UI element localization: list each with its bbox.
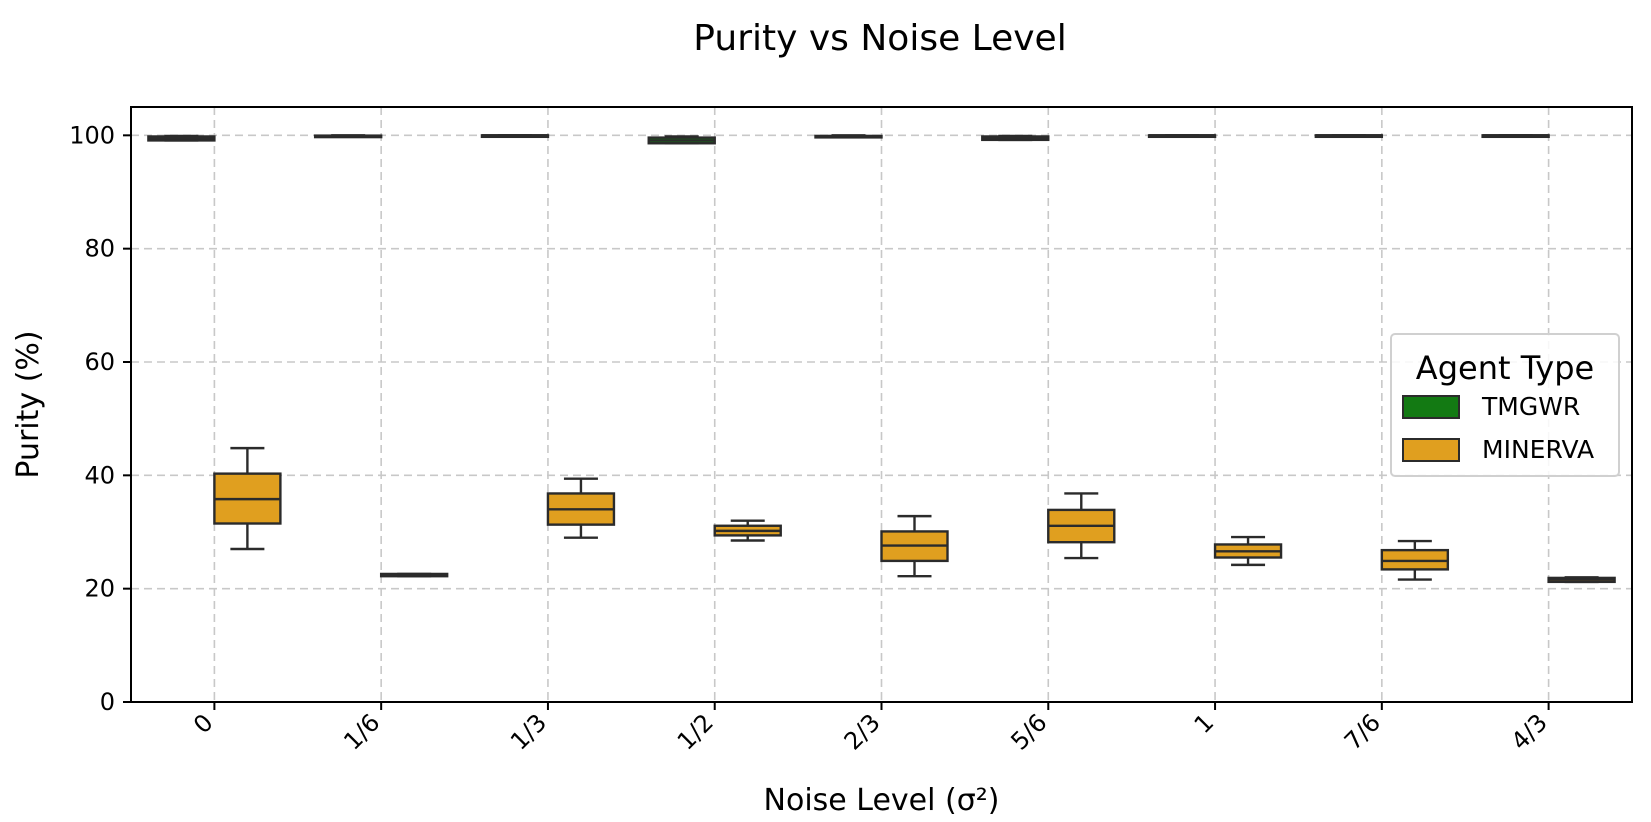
legend-title: Agent Type bbox=[1416, 349, 1594, 387]
box-minerva-6 bbox=[1213, 535, 1283, 567]
y-axis-label: Purity (%) bbox=[11, 330, 46, 478]
legend-label-tmgwr: TMGWR bbox=[1481, 392, 1580, 421]
box-minerva-5 bbox=[1047, 492, 1116, 560]
box-tmgwr-4 bbox=[814, 134, 883, 139]
y-tick-label: 60 bbox=[84, 348, 115, 376]
y-tick-label: 20 bbox=[84, 575, 115, 603]
box-minerva-1 bbox=[379, 572, 449, 578]
x-tick-label: 7/6 bbox=[1339, 708, 1386, 755]
grid-layer bbox=[131, 107, 1632, 703]
chart-title: Purity vs Noise Level bbox=[693, 18, 1066, 59]
box-tmgwr-5 bbox=[981, 134, 1050, 142]
x-axis-label: Noise Level (σ²) bbox=[764, 783, 1000, 818]
box-tmgwr-8 bbox=[1481, 134, 1550, 139]
box-tmgwr-3 bbox=[647, 135, 716, 145]
axis-layer: 0 20 40 60 80 100 0 1/6 1/3 1/2 2/3 5/6 1 7/6 4/3 bbox=[69, 121, 1553, 755]
box-minerva-2 bbox=[546, 477, 616, 539]
y-tick-label: 100 bbox=[69, 121, 115, 149]
box-tmgwr-7 bbox=[1314, 134, 1384, 139]
box-minerva-4 bbox=[880, 514, 949, 578]
x-tick-label: 2/3 bbox=[839, 708, 886, 755]
box-tmgwr-2 bbox=[480, 134, 550, 139]
box-minerva-0 bbox=[213, 446, 282, 551]
box-tmgwr-0 bbox=[147, 134, 216, 142]
x-tick-label: 4/3 bbox=[1506, 708, 1553, 755]
legend-label-minerva: MINERVA bbox=[1482, 435, 1594, 464]
box-minerva-3 bbox=[713, 519, 782, 542]
y-tick-label: 40 bbox=[84, 461, 115, 489]
y-tick-label: 0 bbox=[100, 688, 115, 716]
box-tmgwr-1 bbox=[313, 134, 383, 139]
box-tmgwr-6 bbox=[1147, 134, 1217, 139]
box-layer bbox=[147, 134, 1616, 584]
legend: Agent Type TMGWR MINERVA bbox=[1390, 333, 1620, 477]
x-tick-label: 1/2 bbox=[672, 708, 719, 755]
y-tick-label: 80 bbox=[84, 235, 115, 263]
legend-swatch-tmgwr bbox=[1402, 395, 1460, 419]
box-minerva-8 bbox=[1547, 576, 1616, 584]
x-tick-label: 1/3 bbox=[505, 708, 552, 755]
box-minerva-7 bbox=[1380, 539, 1450, 581]
x-tick-label: 0 bbox=[188, 708, 219, 739]
x-tick-label: 5/6 bbox=[1005, 708, 1052, 755]
x-tick-label: 1/6 bbox=[338, 708, 385, 755]
legend-swatch-minerva bbox=[1402, 438, 1460, 462]
x-tick-label: 1 bbox=[1189, 708, 1220, 739]
